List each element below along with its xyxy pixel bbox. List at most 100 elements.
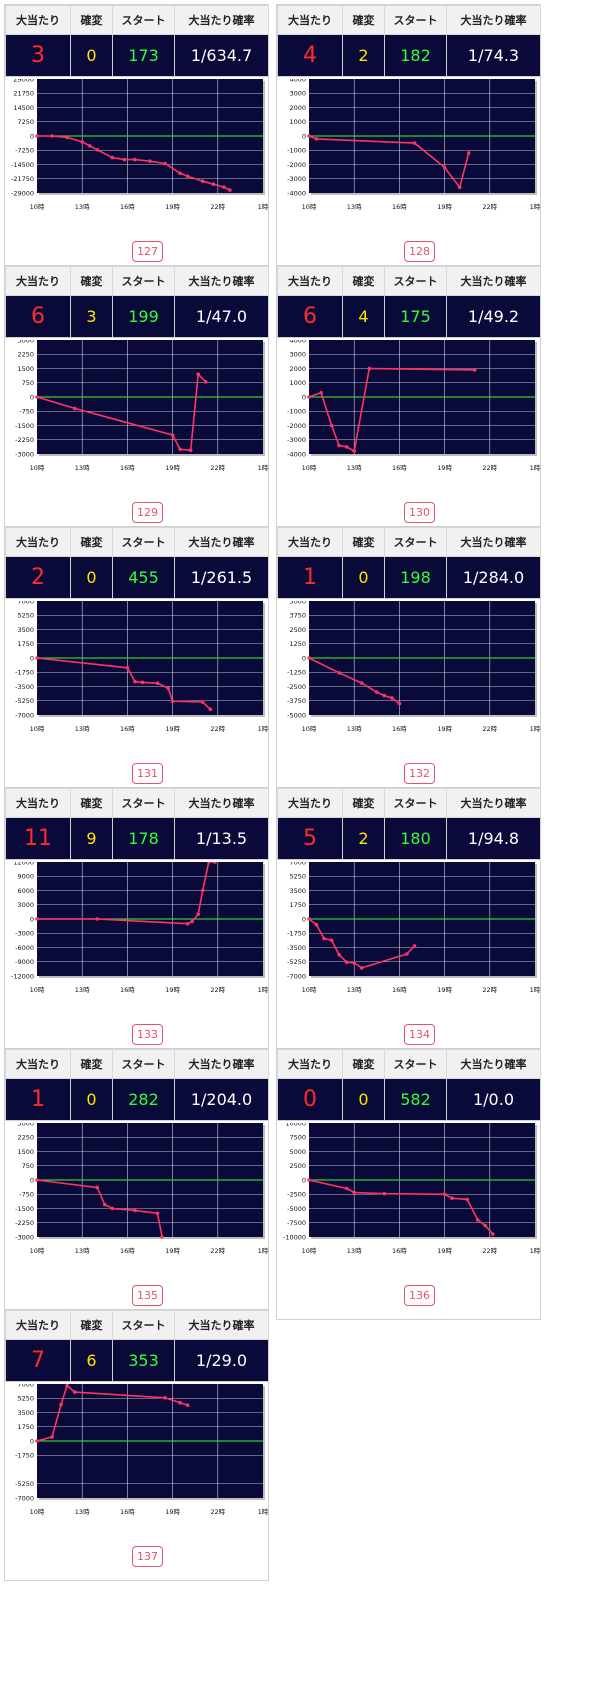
machine-number-link[interactable]: 131 [132,763,163,784]
header-start: スタート [384,788,447,818]
kakuhen-value: 3 [70,295,113,338]
machine-number-link[interactable]: 136 [404,1285,435,1306]
data-point [442,1192,447,1197]
data-point [222,185,226,189]
start-value: 182 [384,34,447,77]
x-tick-label: 22時 [482,1247,497,1255]
x-tick-label: 22時 [210,464,225,472]
data-point [166,686,170,690]
y-tick-label: -2500 [287,683,306,691]
y-tick-label: 3000 [17,1123,34,1127]
y-tick-label: 10000 [285,1123,306,1127]
data-point [457,185,462,190]
machine-number-link[interactable]: 127 [132,241,163,262]
data-point [178,447,182,452]
header-hits: 大当たり [5,5,71,35]
header-hits: 大当たり [5,527,71,557]
probability-value: 1/47.0 [174,295,269,338]
kakuhen-value: 0 [342,1078,385,1121]
probability-value: 1/204.0 [174,1078,269,1121]
header-probability: 大当たり確率 [446,527,541,557]
kakuhen-value: 0 [70,34,113,77]
y-tick-label: -6000 [15,944,34,952]
x-tick-label: 13時 [75,725,90,733]
machine-card: 大当たり 確変 スタート 大当たり確率 7 6 353 1/29.0 10時 13時 16時 19時 2… [4,1309,269,1581]
machine-number-link[interactable]: 134 [404,1024,435,1045]
series-line [308,918,416,969]
machine-number-link[interactable]: 129 [132,502,163,523]
y-tick-label: 3500 [17,1409,34,1417]
header-probability: 大当たり確率 [174,266,269,296]
y-tick-label: 7000 [289,862,306,866]
header-hits: 大当たり [5,788,71,818]
machine-number-link[interactable]: 133 [132,1024,163,1045]
y-tick-label: 3750 [289,612,306,620]
x-tick-label: 10時 [302,1247,317,1255]
x-tick-label: 16時 [392,986,407,994]
hits-value: 6 [5,295,71,338]
y-tick-label: 7500 [289,1134,306,1142]
data-point [465,1197,469,1202]
slump-chart: 10時 13時 16時 19時 22時 1時 4000 3000 2000 1000 0 -1000 -… [287,79,540,211]
y-tick-label: 0 [30,393,34,401]
x-tick-label: 19時 [437,1247,452,1255]
data-point [35,134,39,138]
data-point [35,1439,39,1443]
y-tick-label: -3000 [15,1233,34,1241]
machine-card: 大当たり 確変 スタート 大当たり確率 1 0 198 1/284.0 10時 13時 16時 19時… [276,526,541,798]
y-tick-label: 0 [302,132,306,140]
hits-value: 4 [277,34,343,77]
probability-value: 1/94.8 [446,817,541,860]
x-tick-label: 13時 [347,464,362,472]
stats-table: 大当たり 確変 スタート 大当たり確率 0 0 582 1/0.0 [277,1049,541,1121]
x-tick-label: 19時 [165,464,180,472]
hits-value: 1 [277,556,343,599]
machine-card: 大当たり 確変 スタート 大当たり確率 0 0 582 1/0.0 10時 13時 16時 19時 22… [276,1048,541,1320]
stats-table: 大当たり 確変 スタート 大当たり確率 1 0 198 1/284.0 [277,527,541,599]
data-point [155,681,160,685]
x-tick-label: 16時 [120,203,135,211]
hits-value: 5 [277,817,343,860]
data-point [228,188,232,192]
kakuhen-value: 4 [342,295,385,338]
x-tick-label: 22時 [210,986,225,994]
data-point [155,1211,160,1216]
y-tick-label: -1500 [15,1205,34,1213]
data-point [208,707,213,712]
start-value: 353 [112,1339,175,1382]
series-line [36,1384,188,1442]
header-hits: 大当たり [5,1310,71,1340]
x-tick-label: 22時 [210,725,225,733]
slump-chart: 10時 13時 16時 19時 22時 1時 3000 2250 1500 750 0 -750 -15… [15,340,268,472]
y-tick-label: 0 [30,915,34,923]
machine-card: 大当たり 確変 スタート 大当たり確率 4 2 182 1/74.3 10時 13時 16時 19時 2… [276,4,541,276]
header-probability: 大当たり確率 [446,1049,541,1079]
kakuhen-value: 0 [342,556,385,599]
y-tick-label: -2000 [287,161,306,169]
y-tick-label: 1750 [17,1423,34,1431]
start-value: 173 [112,34,175,77]
data-point [337,671,341,675]
machine-number-link[interactable]: 128 [404,241,435,262]
y-tick-label: 0 [30,1176,34,1184]
machine-number-link[interactable]: 137 [132,1546,163,1567]
data-point [59,1402,63,1407]
y-tick-label: -7000 [15,1494,34,1502]
data-point [133,1208,137,1213]
header-probability: 大当たり確率 [174,527,269,557]
data-point [95,1185,100,1190]
data-point [322,936,326,941]
stats-table: 大当たり 確変 スタート 大当たり確率 3 0 173 1/634.7 [5,5,269,77]
x-tick-label: 1時 [530,986,540,994]
data-point [329,423,334,428]
header-probability: 大当たり確率 [174,788,269,818]
y-tick-label: 2000 [289,104,306,112]
machine-number-link[interactable]: 135 [132,1285,163,1306]
data-point [390,696,394,700]
y-tick-label: 0 [30,1437,34,1445]
machine-number-link[interactable]: 130 [404,502,435,523]
machine-number-link[interactable]: 132 [404,763,435,784]
y-tick-label: 1750 [289,901,306,909]
data-point [95,917,100,921]
data-point [375,690,379,694]
